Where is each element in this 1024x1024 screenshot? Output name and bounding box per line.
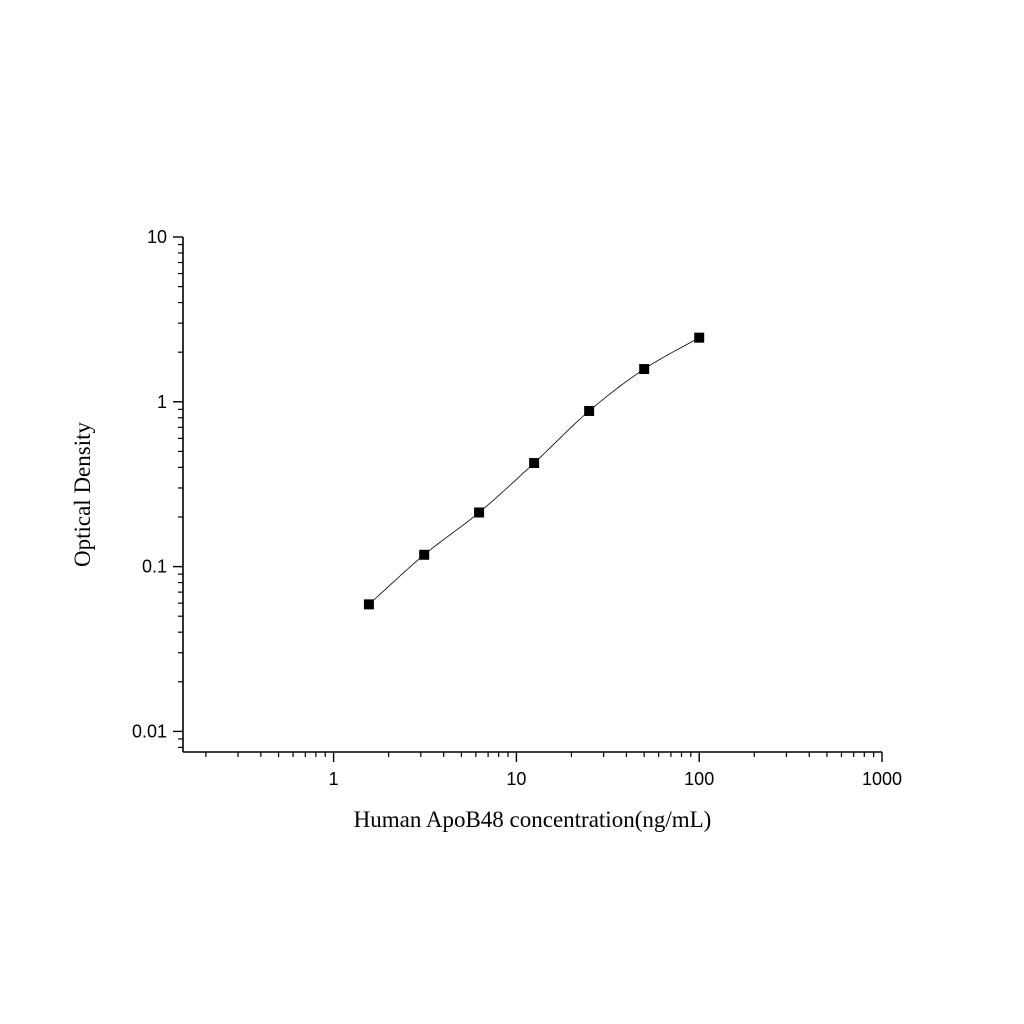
x-tick-label: 1000 bbox=[862, 769, 902, 789]
y-tick-label: 0.01 bbox=[132, 721, 167, 741]
data-point bbox=[474, 507, 485, 518]
x-tick-label: 1 bbox=[329, 769, 339, 789]
ticks: 1 10 100 1000 0.01 0.1 1 10 bbox=[132, 227, 902, 789]
x-tick-label: 100 bbox=[684, 769, 714, 789]
data-points bbox=[363, 332, 705, 610]
data-point bbox=[363, 599, 374, 610]
y-axis-title: Optical Density bbox=[70, 422, 95, 567]
data-point bbox=[419, 549, 430, 560]
x-axis-title: Human ApoB48 concentration(ng/mL) bbox=[354, 807, 712, 832]
axes bbox=[182, 237, 882, 753]
x-tick-label: 10 bbox=[506, 769, 526, 789]
y-tick-label: 1 bbox=[157, 392, 167, 412]
data-point bbox=[529, 458, 540, 469]
data-point bbox=[694, 332, 705, 343]
data-point bbox=[584, 405, 595, 416]
data-point bbox=[639, 364, 650, 375]
fit-curve bbox=[368, 337, 700, 605]
y-tick-label: 0.1 bbox=[142, 557, 167, 577]
y-tick-label: 10 bbox=[147, 227, 167, 247]
